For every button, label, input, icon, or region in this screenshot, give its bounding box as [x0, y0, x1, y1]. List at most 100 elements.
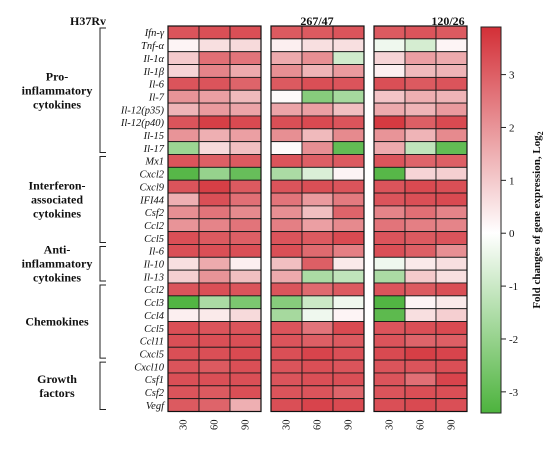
- heatmap-cell: [229, 269, 262, 284]
- panel-title-267-47: 267/47: [300, 14, 333, 28]
- heatmap-cell: [167, 64, 200, 78]
- heatmap-cell: [435, 205, 468, 220]
- gene-label: Csf2: [145, 388, 165, 399]
- heatmap-cell: [167, 359, 200, 374]
- heatmap-cell: [404, 295, 437, 310]
- heatmap-cell: [301, 64, 334, 78]
- heatmap-cell: [167, 141, 200, 155]
- gene-label: Il-12(p40): [120, 118, 165, 129]
- heatmap-cell: [435, 89, 468, 104]
- gene-label: Il-15: [143, 131, 164, 142]
- heatmap-cell: [301, 102, 334, 117]
- heatmap-cell: [332, 166, 365, 181]
- heatmap-cell: [270, 89, 303, 104]
- heatmap-cell: [167, 154, 200, 168]
- heatmap-cell: [301, 218, 334, 233]
- gene-label: Il-1α: [142, 54, 164, 65]
- timepoint-label: 60: [210, 420, 221, 431]
- heatmap-cell: [373, 243, 406, 258]
- heatmap-cell: [301, 231, 334, 245]
- heatmap-cell: [198, 102, 231, 117]
- heatmap-cell: [332, 385, 365, 400]
- heatmap-cell: [404, 205, 437, 220]
- heatmap-cell: [270, 38, 303, 53]
- heatmap-cell: [373, 76, 406, 91]
- timepoint-labels: 30 60 90 30 60 90 30 60 90: [179, 420, 458, 431]
- heatmap-cell: [270, 256, 303, 271]
- heatmap-cell: [167, 385, 200, 400]
- timepoint-label: 30: [179, 420, 190, 431]
- heatmap-cell: [270, 64, 303, 78]
- heatmap-cell: [332, 89, 365, 104]
- heatmap-cell: [198, 243, 231, 258]
- gene-label: Csf2: [145, 208, 165, 219]
- heatmap-cell: [301, 89, 334, 104]
- heatmap-cell: [373, 295, 406, 310]
- gene-label: Ccl2: [144, 221, 165, 232]
- heatmap-cell: [332, 269, 365, 284]
- heatmap-cell: [198, 372, 231, 387]
- heatmap-cell: [332, 205, 365, 220]
- heatmap-cell: [404, 51, 437, 66]
- colorbar-tick-label: -2: [509, 334, 518, 346]
- timepoint-label: 60: [416, 420, 427, 431]
- heatmap-cell: [332, 308, 365, 323]
- gene-labels: Ifn-γTnf-αIl-1αIl-1βIl-6Il-7Il-12(p35)Il…: [120, 28, 166, 412]
- heatmap-cell: [229, 372, 262, 387]
- heatmap-cell: [229, 51, 262, 66]
- heatmap-cell: [198, 346, 231, 361]
- heatmap-cell: [373, 269, 406, 284]
- heatmap-cell: [270, 25, 303, 40]
- heatmap-cell: [198, 154, 231, 168]
- heatmap-cell: [229, 25, 262, 40]
- heatmap-cell: [167, 282, 200, 297]
- heatmap-cell: [332, 25, 365, 40]
- gene-label: Il-6: [148, 80, 165, 91]
- heatmap-cell: [229, 308, 262, 323]
- heatmap-cell: [229, 141, 262, 155]
- heatmap-cell: [301, 321, 334, 335]
- heatmap-cell: [404, 25, 437, 40]
- heatmap-cell: [229, 64, 262, 78]
- heatmap-cell: [332, 243, 365, 258]
- group-label: inflammatory: [22, 83, 93, 97]
- heatmap-cell: [198, 321, 231, 335]
- heatmap-cell: [198, 25, 231, 40]
- gene-label: Ccl2: [144, 285, 165, 296]
- heatmap-cell: [270, 166, 303, 181]
- gene-label: Ccl3: [144, 298, 164, 309]
- gene-label: Il-17: [143, 144, 165, 155]
- heatmap-cell: [332, 231, 365, 245]
- heatmap-cell: [270, 115, 303, 130]
- heatmap-cell: [435, 179, 468, 194]
- group-label: associated: [31, 192, 83, 206]
- heatmap-cell: [435, 231, 468, 245]
- heatmap-cell: [404, 398, 437, 412]
- heatmap-cell: [270, 141, 303, 155]
- heatmap-cell: [404, 346, 437, 361]
- heatmap-cell: [404, 179, 437, 194]
- heatmap-cell: [198, 295, 231, 310]
- heatmap-cell: [229, 166, 262, 181]
- heatmap-cell: [404, 308, 437, 323]
- heatmap-cell: [270, 269, 303, 284]
- heatmap-cell: [167, 231, 200, 245]
- heatmap-cell: [332, 372, 365, 387]
- heatmap-cell: [373, 321, 406, 335]
- heatmap-cell: [373, 154, 406, 168]
- heatmap-cell: [435, 51, 468, 66]
- gene-label: Il-6: [148, 247, 165, 258]
- heatmap-cell: [404, 321, 437, 335]
- colorbar-tick-label: -3: [509, 387, 519, 399]
- heatmap-cell: [301, 166, 334, 181]
- colorbar-tick-label: 1: [509, 175, 515, 187]
- heatmap-cell: [301, 372, 334, 387]
- heatmap-cell: [167, 25, 200, 40]
- panel-title-h37rv: H37Rv: [70, 14, 106, 28]
- heatmap-cell: [198, 128, 231, 143]
- heatmap-cell: [198, 359, 231, 374]
- heatmap-cell: [373, 346, 406, 361]
- heatmap-cell: [229, 205, 262, 220]
- heatmap-cell: [229, 256, 262, 271]
- gene-label: Il-10: [143, 260, 165, 271]
